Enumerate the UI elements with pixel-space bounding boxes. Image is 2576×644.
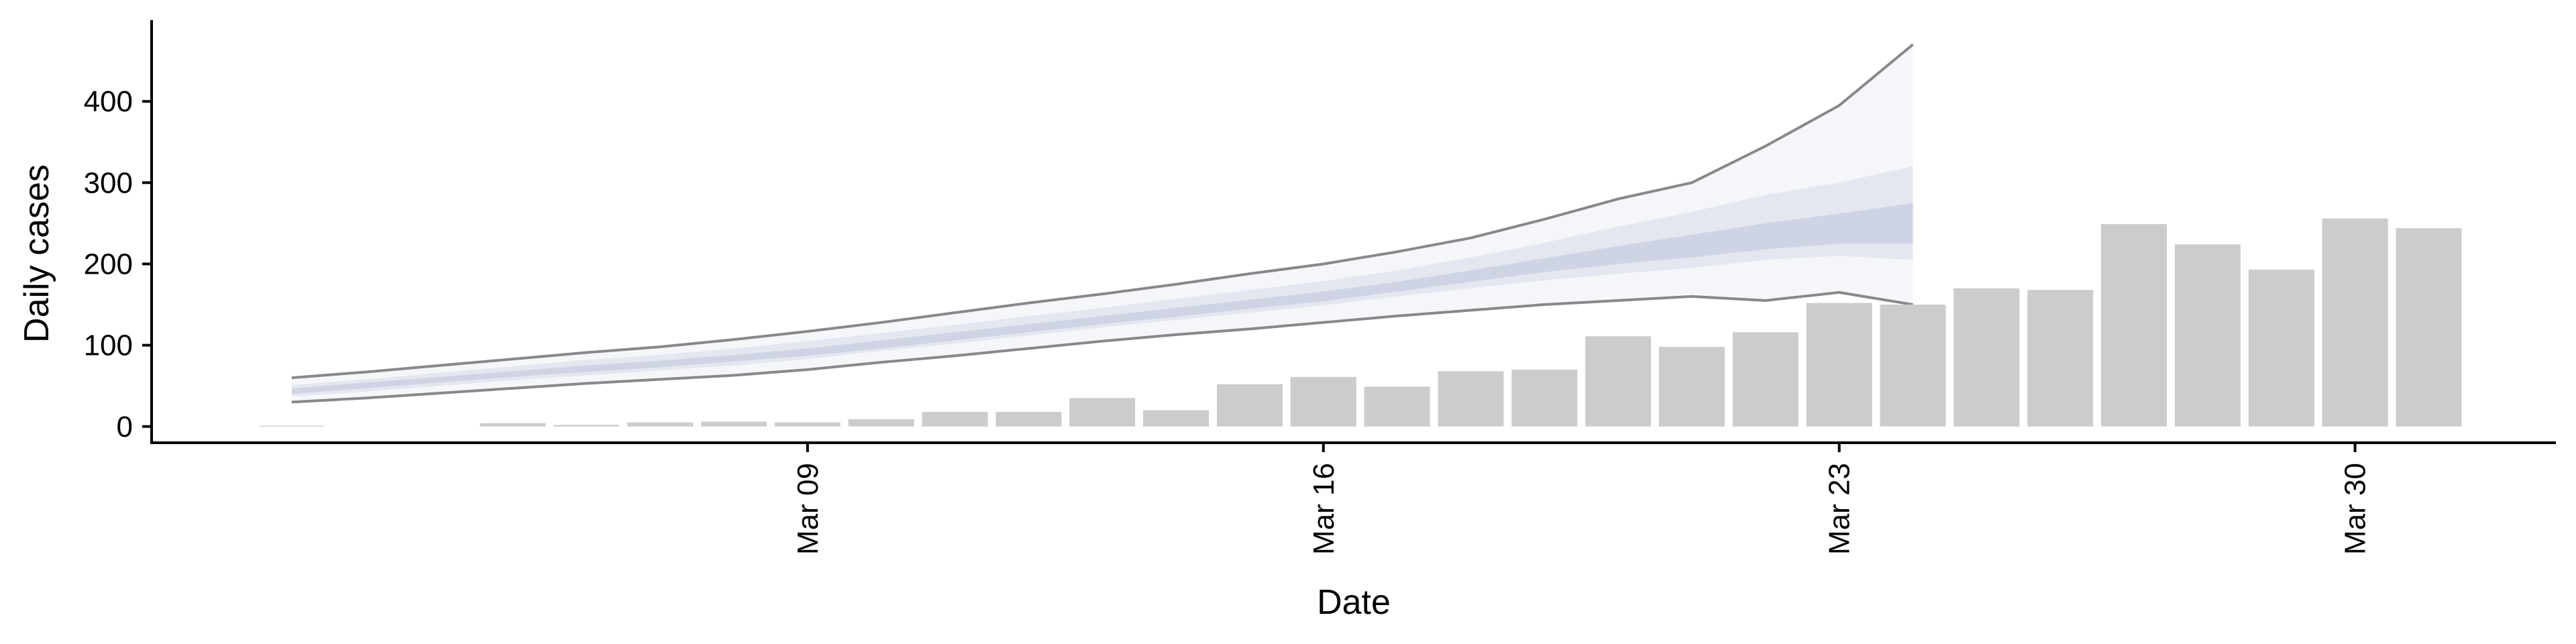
case-bar: [2396, 228, 2462, 427]
case-bar: [258, 425, 325, 427]
case-bar: [1290, 376, 1356, 427]
x-tick-label: Mar 09: [792, 463, 824, 555]
case-bar: [1953, 288, 2020, 427]
x-ticks: Mar 09 Mar 16 Mar 23 Mar 30: [792, 443, 2372, 555]
x-axis-title: Date: [1317, 583, 1391, 622]
case-bar: [2248, 269, 2314, 427]
case-bar: [2027, 290, 2094, 427]
case-bars: [258, 218, 2462, 427]
case-bar: [922, 411, 988, 427]
case-bar: [2322, 218, 2388, 427]
forecast-band-90: [291, 44, 1913, 402]
axes: [150, 20, 2556, 444]
case-bar: [1069, 398, 1136, 427]
y-tick-label: 400: [84, 85, 133, 118]
case-bar: [1364, 386, 1430, 427]
y-tick-label: 300: [84, 166, 133, 199]
case-bar: [700, 421, 767, 427]
case-bar: [553, 425, 620, 427]
case-bar: [1732, 332, 1799, 427]
y-tick-label: 100: [84, 329, 133, 362]
case-bar: [1880, 305, 1946, 427]
case-bar: [1511, 369, 1578, 427]
x-tick-label: Mar 16: [1307, 463, 1340, 555]
y-tick-label: 200: [84, 248, 133, 280]
forecast-bands: [291, 43, 1914, 404]
case-bar: [1438, 371, 1504, 427]
case-bar: [1585, 336, 1652, 427]
case-bar: [480, 423, 546, 427]
y-axis-title: Daily cases: [17, 164, 56, 343]
case-bar: [848, 419, 914, 427]
y-ticks: 0 100 200 300 400: [84, 85, 152, 443]
case-bar: [2174, 244, 2241, 427]
forecast-lower-line: [291, 290, 1913, 404]
case-bar: [1143, 410, 1210, 427]
y-tick-label: 0: [117, 411, 133, 443]
x-tick-label: Mar 23: [1823, 463, 1856, 555]
case-bar: [996, 411, 1062, 427]
case-bar: [774, 422, 841, 427]
forecast-band-50: [291, 166, 1913, 396]
case-bar: [1216, 384, 1283, 427]
case-bar: [627, 422, 694, 427]
forecast-upper-line: [291, 43, 1914, 380]
case-bar: [2101, 224, 2167, 427]
x-tick-label: Mar 30: [2339, 463, 2372, 555]
case-bar: [1806, 303, 1872, 427]
case-bar: [1659, 347, 1725, 427]
